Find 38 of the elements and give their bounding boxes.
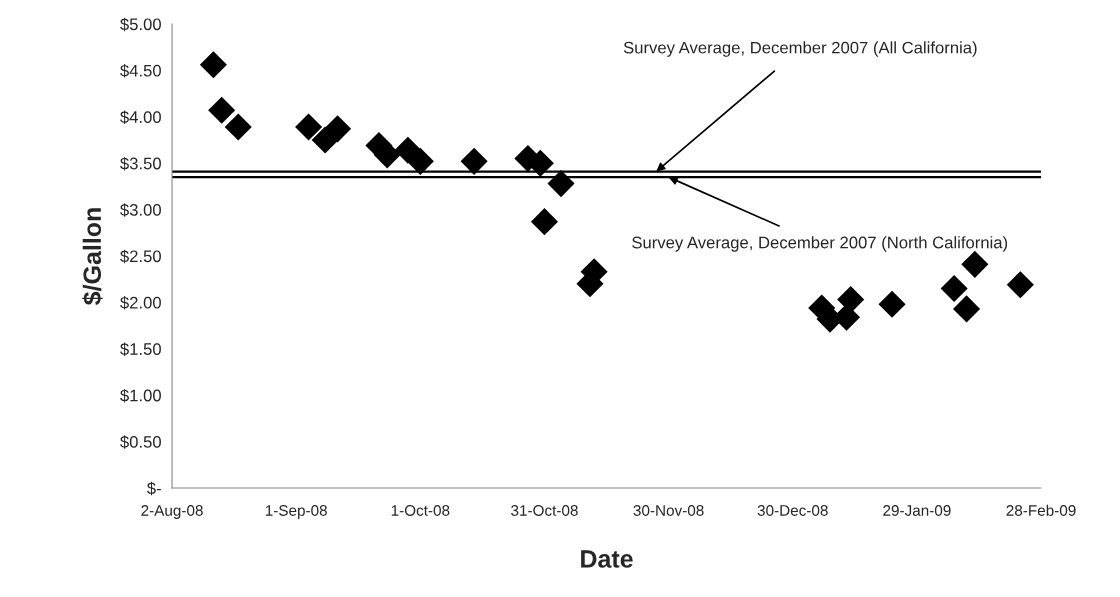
annotation: Survey Average, December 2007 (All California)	[623, 41, 977, 57]
point	[878, 290, 906, 318]
y-tick-label: $3.00	[120, 203, 161, 217]
x-tick-label: 2-Aug-08	[141, 505, 203, 519]
point	[940, 274, 968, 303]
point	[460, 147, 488, 175]
annotation: Survey Average, December 2007 (North California)	[632, 236, 1008, 252]
x-tick-label: 28-Feb-09	[1006, 504, 1076, 516]
point	[530, 208, 558, 236]
y-tick-label: $4.00	[120, 110, 161, 124]
y-tick-label: $2.00	[120, 296, 161, 310]
y-tick-label: $1.50	[120, 342, 161, 356]
point	[837, 286, 865, 314]
point	[208, 96, 236, 124]
x-tick-label: 1-Oct-08	[391, 505, 450, 516]
y-tick-label: $-	[146, 481, 161, 496]
point	[324, 115, 352, 143]
y-tick-label: $1.00	[120, 388, 161, 403]
y-axis-title: $/Gallon	[82, 208, 103, 305]
x-axis-title: Date	[581, 550, 633, 568]
point	[224, 113, 252, 141]
x-tick-label: 30-Nov-08	[633, 505, 704, 516]
x-tick-label: 29-Jan-09	[883, 505, 951, 516]
y-tick-label: $5.00	[120, 17, 161, 32]
point	[547, 170, 575, 198]
point	[1006, 271, 1034, 299]
x-tick-label: 1-Sep-08	[265, 505, 327, 519]
y-tick-label: $2.50	[120, 249, 161, 264]
point	[295, 113, 323, 141]
x-tick-label: 30-Dec-08	[757, 505, 828, 516]
y-tick-label: $4.50	[120, 64, 161, 78]
y-tick-label: $0.50	[120, 435, 161, 449]
x-tick-label: 31-Oct-08	[511, 505, 578, 516]
point	[961, 250, 989, 278]
point	[199, 51, 227, 79]
point	[406, 147, 434, 175]
y-tick-label: $3.50	[120, 156, 161, 171]
point	[953, 295, 981, 323]
